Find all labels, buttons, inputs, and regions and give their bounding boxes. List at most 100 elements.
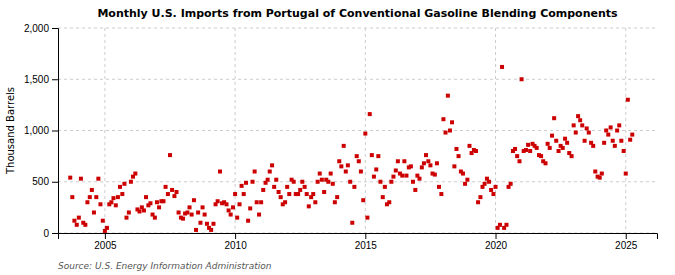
- point: [216, 199, 220, 203]
- point: [337, 159, 341, 163]
- point: [157, 205, 161, 209]
- point: [544, 161, 548, 165]
- point: [83, 223, 87, 227]
- grid-line: [625, 28, 626, 233]
- tick-label: 1,500: [24, 74, 49, 85]
- point: [188, 205, 192, 209]
- point: [444, 131, 448, 135]
- axis-line: [52, 29, 59, 234]
- point: [509, 182, 513, 186]
- point: [591, 144, 595, 148]
- point: [624, 172, 628, 176]
- point: [311, 192, 315, 196]
- point: [413, 188, 417, 192]
- point: [350, 221, 354, 225]
- point: [94, 195, 98, 199]
- point: [548, 146, 552, 150]
- x-tick: 2010: [224, 233, 247, 251]
- point: [552, 116, 556, 120]
- point: [363, 132, 367, 136]
- point: [400, 174, 404, 178]
- point: [368, 112, 372, 116]
- point: [246, 219, 250, 223]
- point: [611, 139, 615, 143]
- point: [227, 208, 231, 212]
- point: [129, 180, 133, 184]
- point: [361, 198, 365, 202]
- point: [270, 163, 274, 167]
- point: [583, 139, 587, 143]
- point: [467, 144, 471, 148]
- point: [168, 153, 172, 157]
- point: [474, 149, 478, 153]
- point: [164, 185, 168, 189]
- point: [524, 148, 528, 152]
- point: [101, 219, 105, 223]
- point: [381, 195, 385, 199]
- point: [194, 228, 198, 232]
- point: [391, 175, 395, 179]
- point: [619, 139, 623, 143]
- grid-line: [104, 28, 105, 233]
- x-axis: 20052010201520202025: [59, 233, 658, 251]
- point: [404, 174, 408, 178]
- point: [491, 192, 495, 196]
- point: [331, 182, 335, 186]
- tick-label: 0: [43, 228, 49, 239]
- point: [557, 149, 561, 153]
- tick-mark: [52, 28, 58, 29]
- point: [118, 185, 122, 189]
- chart: 2005201020152020202505001,0001,5002,000M…: [0, 0, 675, 275]
- tick-mark: [496, 233, 497, 239]
- point: [116, 195, 120, 199]
- point: [70, 195, 74, 199]
- point: [409, 164, 413, 168]
- point: [630, 133, 634, 137]
- point: [487, 180, 491, 184]
- y-tick: 0: [43, 228, 58, 239]
- point: [209, 228, 213, 232]
- tick-mark: [52, 79, 58, 80]
- point: [546, 142, 550, 146]
- tick-mark: [105, 233, 106, 239]
- point: [461, 172, 465, 176]
- point: [585, 126, 589, 130]
- point: [457, 154, 461, 158]
- point: [203, 213, 207, 217]
- point: [292, 180, 296, 184]
- point: [437, 185, 441, 189]
- tick-label: 2020: [485, 240, 508, 251]
- point: [339, 164, 343, 168]
- point: [602, 141, 606, 145]
- point: [561, 146, 565, 150]
- tick-mark: [52, 131, 58, 132]
- point: [218, 170, 222, 174]
- point: [253, 170, 257, 174]
- point: [205, 222, 209, 226]
- point: [417, 177, 421, 181]
- point: [565, 141, 569, 145]
- point: [90, 188, 94, 192]
- point: [122, 182, 126, 186]
- tick-mark: [52, 233, 58, 234]
- grid: [58, 28, 657, 233]
- point: [535, 146, 539, 150]
- point: [240, 184, 244, 188]
- point: [259, 200, 263, 204]
- point: [576, 114, 580, 118]
- grid-line: [58, 181, 657, 182]
- point: [463, 182, 467, 186]
- point: [257, 213, 261, 217]
- point: [326, 180, 330, 184]
- point: [231, 205, 235, 209]
- point: [79, 177, 83, 181]
- point: [504, 223, 508, 227]
- point: [424, 153, 428, 157]
- point: [617, 123, 621, 127]
- point: [387, 200, 391, 204]
- point: [192, 198, 196, 202]
- point: [88, 195, 92, 199]
- point: [570, 154, 574, 158]
- point: [251, 180, 255, 184]
- tick-label: 2,000: [24, 23, 49, 34]
